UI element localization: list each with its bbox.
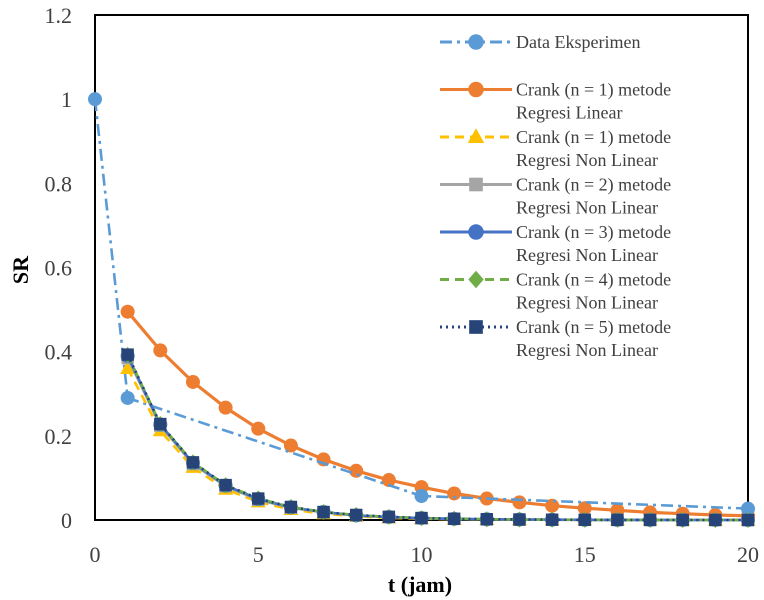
- series-line: [93, 99, 749, 510]
- data-point: [676, 513, 689, 527]
- y-tick-label: 0.2: [45, 424, 73, 449]
- y-tick-label: 1.2: [45, 3, 73, 28]
- y-axis-title: SR: [8, 255, 33, 284]
- data-point: [741, 513, 755, 527]
- y-tick-label: 0.8: [45, 171, 73, 196]
- x-axis-title: t (jam): [388, 572, 452, 597]
- data-point: [218, 400, 233, 415]
- data-point: [382, 510, 396, 524]
- data-point: [186, 456, 200, 469]
- legend-marker: [468, 81, 484, 98]
- data-point: [88, 92, 102, 107]
- data-point: [153, 343, 168, 358]
- data-point: [284, 500, 298, 514]
- series-0: [88, 92, 755, 516]
- x-tick-label: 5: [253, 542, 264, 567]
- data-point: [577, 501, 592, 516]
- legend-label: Regresi Non Linear: [516, 293, 658, 313]
- series-line: [126, 354, 748, 522]
- legend-marker: [467, 128, 485, 144]
- x-tick-label: 20: [737, 542, 759, 567]
- series-line: [126, 354, 748, 522]
- series-6: [121, 348, 755, 527]
- data-point: [350, 508, 363, 522]
- legend-label: Crank (n = 3) metode: [516, 222, 671, 243]
- legend-label: Crank (n = 2) metode: [516, 175, 671, 196]
- y-axis-tick-labels: 0 0.2 0.4 0.6 0.8 1 1.2: [45, 3, 73, 533]
- legend-marker: [468, 34, 484, 50]
- data-point: [283, 438, 298, 453]
- series-5: [120, 347, 755, 528]
- x-tick-label: 10: [411, 542, 433, 567]
- x-tick-label: 0: [90, 542, 101, 567]
- data-point: [545, 513, 559, 526]
- legend-label: Crank (n = 1) metode: [516, 80, 671, 101]
- legend-label: Regresi Non Linear: [516, 245, 658, 265]
- data-point: [512, 495, 527, 510]
- data-point: [414, 489, 429, 504]
- data-point: [252, 492, 265, 505]
- legend-label: Regresi Non Linear: [516, 340, 658, 360]
- data-point: [219, 478, 232, 492]
- data-point: [578, 513, 591, 527]
- data-point: [154, 417, 167, 431]
- data-point: [513, 513, 526, 526]
- legend-label: Crank (n = 1) metode: [516, 127, 671, 148]
- legend-marker: [468, 224, 484, 240]
- data-point: [317, 505, 330, 519]
- legend-marker: [469, 320, 483, 334]
- x-tick-label: 15: [574, 542, 596, 567]
- data-point: [480, 513, 493, 526]
- series-1: [120, 304, 755, 523]
- y-tick-label: 0.4: [45, 340, 73, 365]
- x-axis-tick-labels: 0 5 10 15 20: [90, 542, 760, 567]
- data-point: [447, 512, 461, 525]
- data-point: [185, 374, 200, 389]
- legend-label: Data Eksperimen: [516, 32, 640, 52]
- legend-marker: [468, 270, 484, 289]
- data-point: [643, 513, 657, 527]
- series-2: [120, 360, 756, 526]
- data-point: [741, 501, 755, 516]
- legend-label: Regresi Non Linear: [516, 198, 658, 218]
- data-point: [415, 511, 428, 525]
- y-tick-label: 0.6: [45, 256, 73, 281]
- data-point: [120, 360, 136, 374]
- legend-label: Regresi Linear: [516, 103, 622, 123]
- data-point: [381, 473, 396, 488]
- data-point: [447, 486, 462, 501]
- legend-label: Regresi Non Linear: [516, 150, 658, 170]
- series-4: [120, 348, 755, 527]
- legend-marker: [469, 177, 483, 192]
- y-tick-label: 1: [61, 87, 72, 112]
- legend-label: Crank (n = 5) metode: [516, 317, 671, 338]
- data-point: [120, 390, 135, 405]
- y-tick-label: 0: [61, 508, 72, 533]
- data-point: [611, 513, 624, 527]
- series-3: [121, 351, 755, 527]
- data-point: [121, 348, 134, 361]
- data-point: [120, 304, 135, 319]
- data-point: [251, 421, 266, 436]
- data-point: [349, 463, 364, 478]
- legend-label: Crank (n = 4) metode: [516, 270, 671, 291]
- legend-entry: Data Eksperimen: [440, 32, 640, 52]
- data-point: [709, 513, 722, 527]
- series-layer: [88, 92, 756, 528]
